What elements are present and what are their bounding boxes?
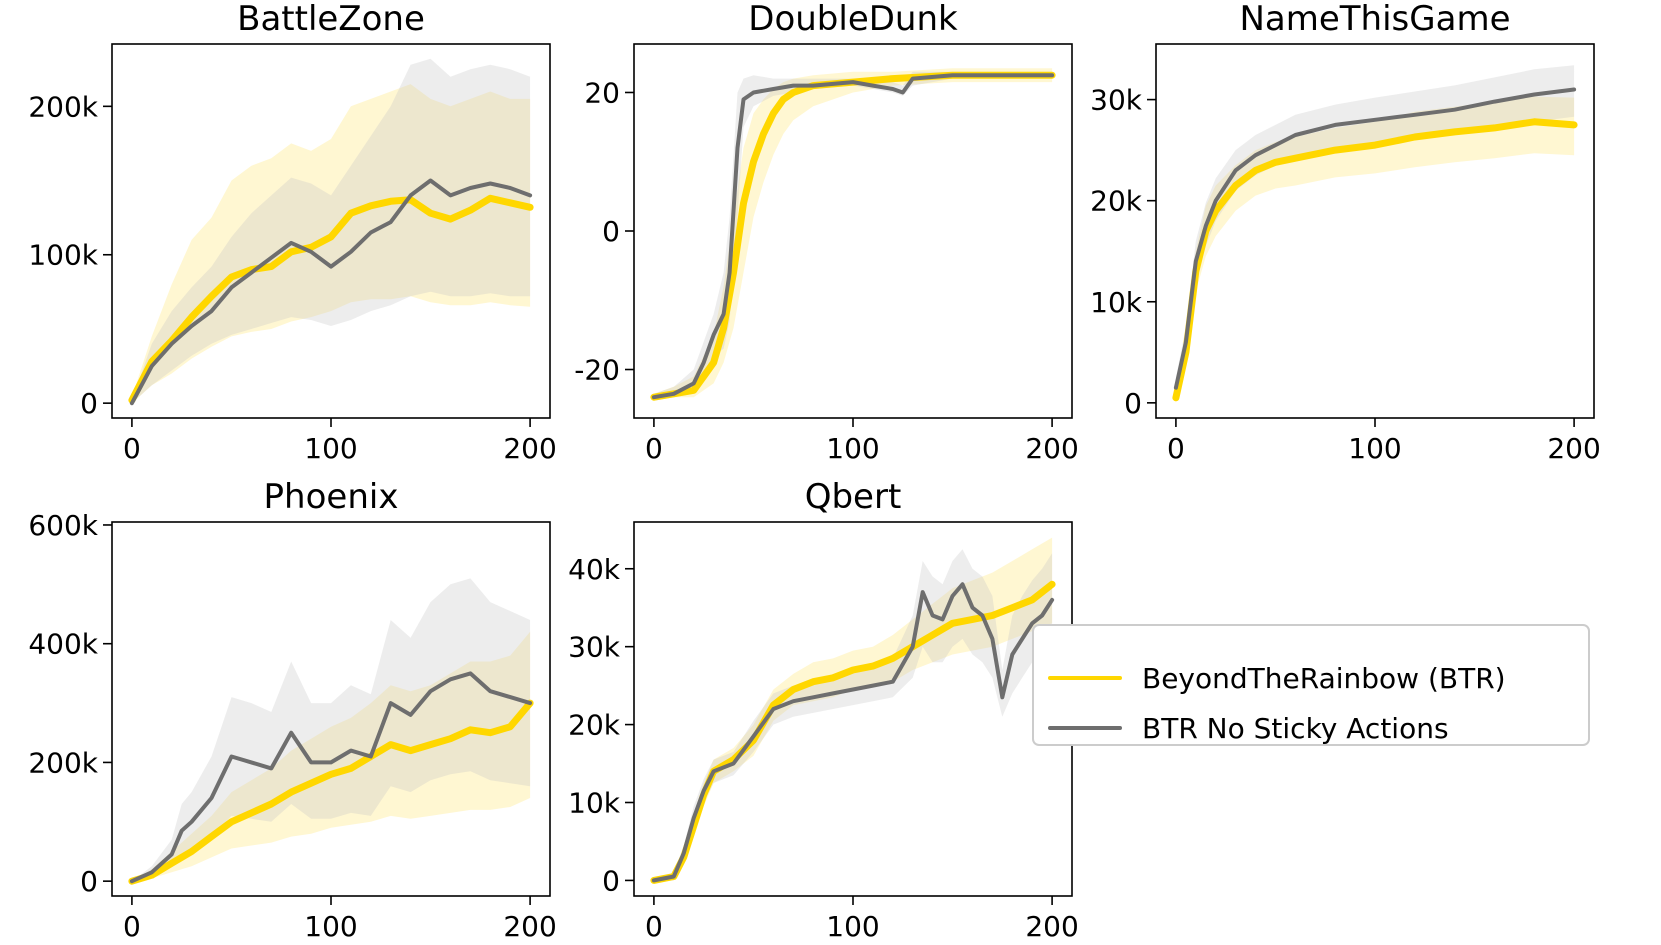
y-tick-label-namethisgame-1: 10k: [1090, 286, 1143, 319]
x-tick-label-doubledunk-0: 0: [645, 432, 663, 465]
series-line-nosticky-phoenix: [129, 671, 533, 884]
subplot-namethisgame: NameThisGame 0 100 200 0 10k 20k 30k: [1090, 0, 1601, 465]
y-tick-label-qbert-1: 10k: [568, 787, 621, 820]
y-tick-label-qbert-2: 20k: [568, 709, 621, 742]
y-tick-label-namethisgame-3: 30k: [1090, 84, 1143, 117]
legend-label-btr: BeyondTheRainbow (BTR): [1142, 662, 1506, 695]
series-line-nosticky-qbert: [651, 582, 1055, 883]
band-nosticky-qbert: [653, 549, 1053, 881]
chart-title-qbert: Qbert: [805, 477, 902, 517]
subplot-qbert: Qbert 0 100 200 0 10k 20k 30k 40k: [568, 477, 1079, 943]
band-nosticky-battlezone: [131, 58, 531, 404]
x-tick-label-namethisgame-1: 100: [1348, 432, 1401, 465]
band-nosticky-namethisgame: [1175, 65, 1575, 398]
y-tick-label-doubledunk-0: -20: [574, 354, 620, 387]
series-line-btr-namethisgame: [1172, 118, 1578, 402]
y-tick-label-phoenix-0: 0: [80, 865, 98, 898]
x-tick-label-qbert-2: 200: [1025, 910, 1078, 943]
band-btr-doubledunk: [653, 68, 1053, 401]
x-tick-label-phoenix-2: 200: [503, 910, 556, 943]
x-tick-label-namethisgame-2: 200: [1547, 432, 1600, 465]
x-tick-label-phoenix-0: 0: [123, 910, 141, 943]
subplot-battlezone: BattleZone 0 100 200 0 100k 200k: [28, 0, 556, 465]
legend-label-nosticky: BTR No Sticky Actions: [1142, 712, 1449, 745]
x-tick-label-phoenix-1: 100: [304, 910, 357, 943]
x-tick-label-qbert-1: 100: [826, 910, 879, 943]
series-line-btr-battlezone: [128, 194, 534, 404]
subplot-phoenix: Phoenix 0 100 200 0 200k 400k 600k: [28, 477, 556, 943]
band-btr-battlezone: [131, 84, 531, 404]
band-nosticky-phoenix: [131, 578, 531, 882]
chart-title-battlezone: BattleZone: [237, 0, 425, 39]
band-btr-qbert: [653, 537, 1053, 881]
y-tick-label-namethisgame-2: 20k: [1090, 185, 1143, 218]
y-tick-label-battlezone-1: 100k: [28, 239, 98, 272]
x-tick-label-battlezone-0: 0: [123, 432, 141, 465]
y-tick-label-battlezone-2: 200k: [28, 90, 98, 123]
legend: BeyondTheRainbow (BTR) BTR No Sticky Act…: [1032, 624, 1590, 746]
y-tick-label-qbert-3: 30k: [568, 631, 621, 664]
x-tick-label-battlezone-2: 200: [503, 432, 556, 465]
band-btr-namethisgame: [1175, 96, 1575, 403]
y-tick-label-doubledunk-1: 0: [602, 215, 620, 248]
y-tick-label-phoenix-2: 400k: [28, 628, 98, 661]
legend-frame: [1032, 624, 1590, 746]
y-tick-label-phoenix-3: 600k: [28, 509, 98, 542]
chart-title-phoenix: Phoenix: [264, 477, 399, 517]
series-line-nosticky-battlezone: [129, 178, 533, 406]
subplot-doubledunk: DoubleDunk 0 100 200 -20 0 20: [574, 0, 1079, 465]
series-line-btr-phoenix: [128, 699, 534, 885]
y-tick-label-battlezone-0: 0: [80, 387, 98, 420]
series-line-nosticky-doubledunk: [651, 73, 1055, 400]
x-tick-label-doubledunk-2: 200: [1025, 432, 1078, 465]
y-tick-label-qbert-0: 0: [602, 864, 620, 897]
series-line-nosticky-namethisgame: [1173, 87, 1577, 390]
x-tick-label-qbert-0: 0: [645, 910, 663, 943]
chart-title-namethisgame: NameThisGame: [1239, 0, 1510, 39]
y-tick-label-doubledunk-2: 20: [584, 76, 620, 109]
y-tick-label-phoenix-1: 200k: [28, 746, 98, 779]
y-tick-label-qbert-4: 40k: [568, 553, 621, 586]
y-tick-label-namethisgame-0: 0: [1124, 387, 1142, 420]
x-tick-label-doubledunk-1: 100: [826, 432, 879, 465]
x-tick-label-battlezone-1: 100: [304, 432, 357, 465]
x-tick-label-namethisgame-0: 0: [1167, 432, 1185, 465]
chart-title-doubledunk: DoubleDunk: [748, 0, 958, 39]
